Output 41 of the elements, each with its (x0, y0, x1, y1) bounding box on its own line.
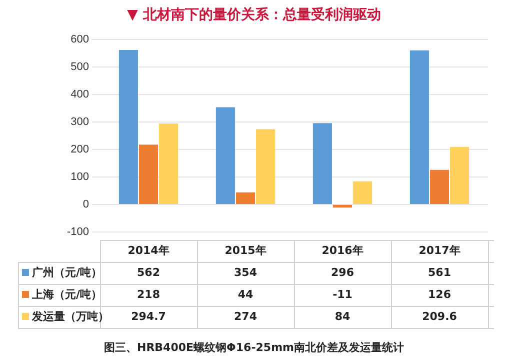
y-tick-label: 200 (70, 144, 89, 156)
chart-title: ▼ 北材南下的量价关系：总量受利润驱动 (126, 6, 382, 24)
data-label: 561 (428, 266, 451, 279)
legend-label: 发运量（万吨） (31, 310, 109, 323)
bar (256, 129, 276, 204)
y-tick-label: 0 (82, 198, 89, 211)
data-label: 84 (334, 310, 350, 323)
legend-label: 广州（元/吨） (31, 266, 102, 279)
text: 图三、HRB400E螺纹钢Φ16-25mm南北价差及发运量统计 (103, 340, 405, 355)
x-tick-label: 2016年 (322, 244, 364, 257)
y-tick-label: 500 (70, 61, 89, 74)
bar (410, 50, 429, 204)
bar (353, 181, 372, 204)
y-tick-label: 300 (70, 116, 89, 128)
bar (159, 124, 178, 204)
data-label: 354 (234, 266, 258, 279)
bar (332, 205, 352, 208)
x-tick-label: 2017年 (418, 244, 460, 257)
bar (236, 192, 256, 204)
y-tick-label: 100 (70, 171, 89, 184)
data-label: 294.7 (131, 310, 166, 323)
x-tick-label: 2015年 (224, 244, 266, 257)
data-label: 44 (238, 288, 254, 301)
x-tick-label: 2014年 (128, 244, 170, 257)
y-tick-label: 600 (70, 34, 89, 46)
data-label: 218 (137, 288, 160, 301)
bar (430, 170, 450, 204)
bar (216, 107, 235, 204)
data-label: 296 (331, 266, 354, 279)
bar (450, 146, 470, 204)
data-label: 562 (137, 266, 160, 279)
data-label: 209.6 (422, 310, 458, 323)
legend-label: 上海（元/吨） (31, 288, 102, 301)
bar (312, 123, 332, 204)
y-tick-label: 400 (70, 88, 89, 101)
y-tick-label: -100 (66, 226, 89, 238)
data-label: 126 (428, 288, 452, 301)
bar (138, 144, 158, 204)
data-label: 274 (234, 310, 258, 323)
bar (118, 50, 138, 204)
data-label: -11 (332, 288, 352, 301)
